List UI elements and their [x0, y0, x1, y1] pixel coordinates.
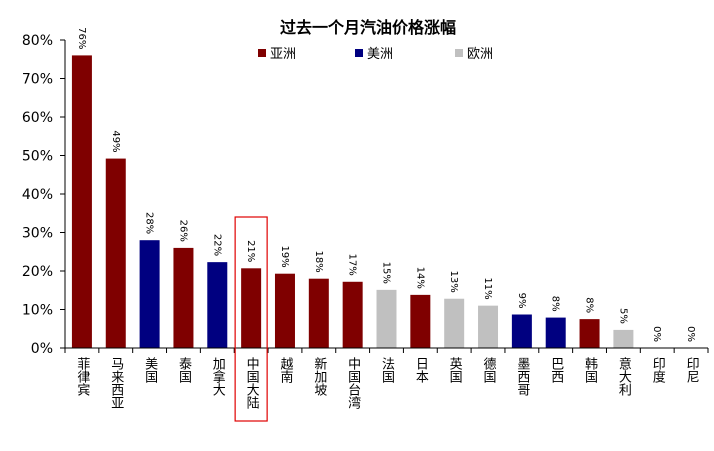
- y-tick-label: 30%: [22, 226, 53, 242]
- x-category-label: 马来西亚: [108, 357, 124, 409]
- x-category-label: 美国: [142, 357, 158, 383]
- data-label: 0%: [651, 326, 662, 342]
- bar: [478, 305, 499, 348]
- bar: [342, 281, 363, 348]
- data-label: 13%: [448, 270, 459, 292]
- x-category-label: 墨西哥: [514, 357, 530, 396]
- data-label: 22%: [211, 234, 222, 256]
- data-label: 17%: [347, 254, 358, 276]
- x-category-label: 印度: [650, 357, 666, 383]
- data-label: 49%: [110, 130, 121, 152]
- legend-label: 美洲: [367, 47, 393, 62]
- x-category-label: 越南: [277, 357, 293, 383]
- data-label: 8%: [584, 297, 595, 313]
- x-category-label: 英国: [447, 357, 463, 383]
- bars: 76% 49% 28% 26% 22% 21% 19% 18% 17% 15% 14% 13% 11% 9…: [71, 27, 696, 349]
- legend-label: 亚洲: [270, 47, 296, 62]
- legend: 亚洲 美洲 欧洲: [258, 47, 493, 62]
- data-label: 15%: [381, 262, 392, 284]
- data-label: 5%: [617, 308, 628, 324]
- data-label: 14%: [414, 267, 425, 289]
- data-label: 18%: [313, 250, 324, 272]
- data-label: 28%: [144, 212, 155, 234]
- y-axis: 0% 10% 20% 30% 40% 50% 60% 70% 80%: [22, 33, 66, 357]
- data-label: 8%: [550, 296, 561, 312]
- data-label: 21%: [245, 240, 256, 262]
- x-category-label: 印尼: [684, 357, 700, 383]
- y-tick-label: 70%: [22, 72, 53, 88]
- x-category-label: 中国大陆: [244, 357, 260, 409]
- y-tick-label: 40%: [22, 187, 53, 203]
- y-tick-label: 80%: [22, 33, 53, 49]
- highlight-layer: [234, 216, 268, 422]
- y-tick-label: 10%: [22, 303, 53, 319]
- x-category-label: 新加坡: [311, 356, 327, 396]
- y-tick-label: 0%: [31, 341, 53, 357]
- legend-swatch: [258, 49, 266, 57]
- data-label: 26%: [177, 220, 188, 242]
- bar: [444, 298, 465, 348]
- bar: [410, 294, 431, 348]
- x-category-label: 泰国: [176, 357, 192, 383]
- y-tick-label: 20%: [22, 264, 53, 280]
- x-category-label: 加拿大: [210, 357, 226, 396]
- bar: [545, 317, 566, 348]
- x-category-label: 巴西: [548, 357, 564, 383]
- y-tick-label: 60%: [22, 110, 53, 126]
- x-category-label: 中国台湾: [345, 357, 361, 409]
- x-category-label: 菲律宾: [74, 357, 90, 396]
- bar: [71, 55, 92, 349]
- highlight-box: [234, 216, 268, 422]
- legend-label: 欧洲: [467, 47, 493, 62]
- bar: [511, 314, 532, 348]
- data-label: 19%: [279, 245, 290, 267]
- x-category-label: 韩国: [582, 357, 598, 383]
- bar: [274, 273, 295, 348]
- legend-swatch: [355, 49, 363, 57]
- legend-item: 美洲: [355, 47, 393, 62]
- data-label: 0%: [685, 326, 696, 342]
- data-label: 11%: [482, 277, 493, 299]
- bar: [207, 262, 228, 348]
- x-axis: 菲律宾 马来西亚 美国 泰国 加拿大 中国大陆 越南 新加坡 中国台湾 法国 日本 英国 德国 墨西哥 巴西…: [64, 347, 709, 409]
- bar: [376, 289, 397, 348]
- chart-title: 过去一个月汽油价格涨幅: [280, 18, 456, 37]
- bar: [241, 268, 262, 348]
- data-label: 76%: [76, 27, 87, 49]
- x-category-label: 德国: [481, 357, 497, 383]
- legend-item: 欧洲: [455, 47, 493, 62]
- legend-item: 亚洲: [258, 47, 296, 62]
- data-label: 9%: [516, 293, 527, 309]
- legend-swatch: [455, 49, 463, 57]
- bar: [579, 319, 600, 348]
- bar: [105, 158, 126, 348]
- bar: [308, 278, 329, 348]
- x-category-label: 意大利: [616, 356, 632, 396]
- x-category-label: 日本: [413, 357, 429, 383]
- bar: [613, 329, 634, 348]
- bar: [173, 247, 194, 348]
- bar: [139, 240, 160, 348]
- x-category-label: 法国: [379, 357, 395, 383]
- y-tick-label: 50%: [22, 149, 53, 165]
